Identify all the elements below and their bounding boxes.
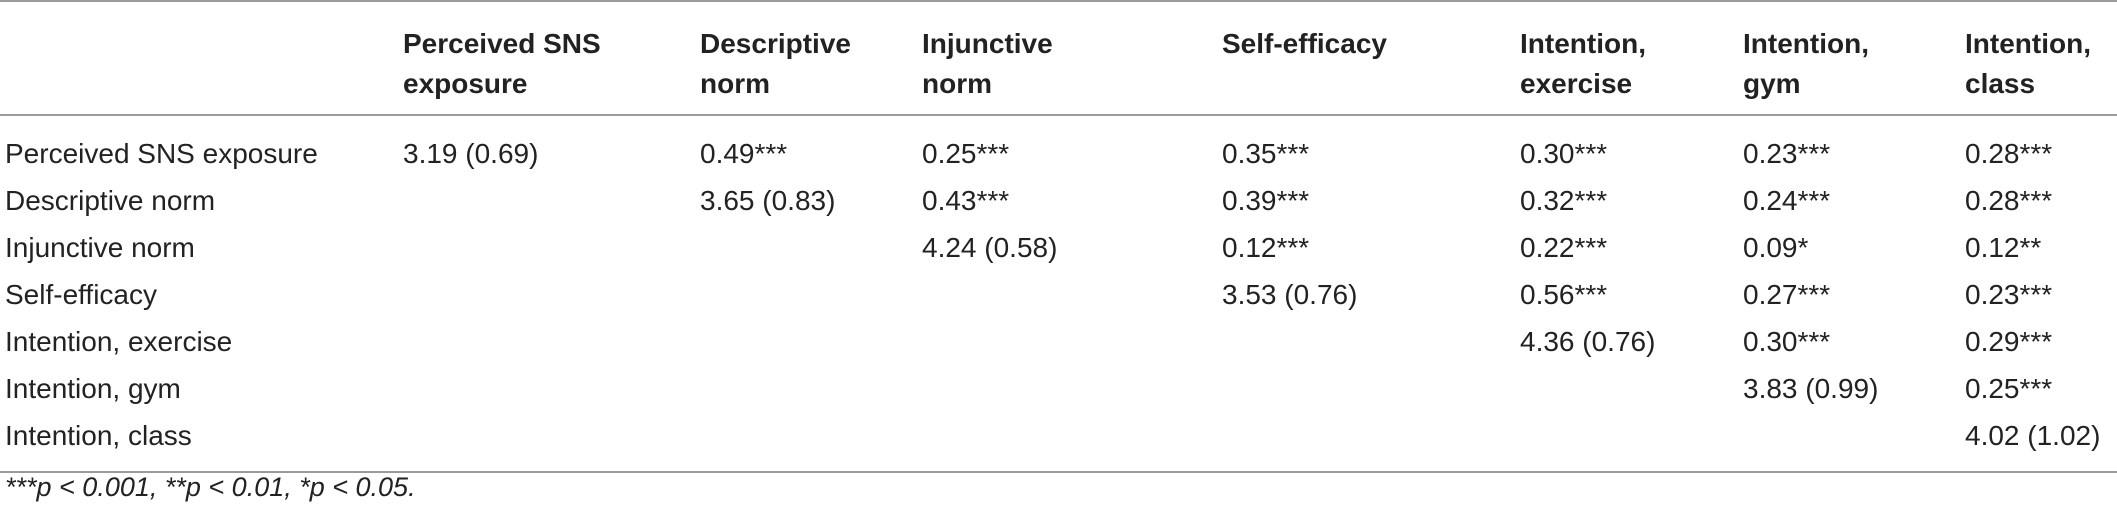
header-line: Intention, bbox=[1520, 28, 1646, 59]
row-label: Self-efficacy bbox=[5, 279, 157, 310]
table-cell: 0.30*** bbox=[1520, 138, 1608, 169]
table-row: Descriptive norm 3.65 (0.83) 0.43*** 0.3… bbox=[0, 177, 2117, 224]
table-cell bbox=[1520, 412, 1743, 473]
header-line: exposure bbox=[403, 68, 528, 99]
table-cell: 3.53 (0.76) bbox=[1222, 279, 1358, 310]
table-cell bbox=[922, 271, 1222, 318]
row-label: Intention, exercise bbox=[5, 326, 233, 357]
table-cell bbox=[700, 271, 922, 318]
header-line: Perceived SNS bbox=[403, 28, 601, 59]
table-cell: 0.35*** bbox=[1222, 138, 1310, 169]
row-label: Descriptive norm bbox=[5, 185, 216, 216]
table-cell: 4.36 (0.76) bbox=[1520, 326, 1656, 357]
table-cell bbox=[1222, 412, 1520, 473]
header-line: Descriptive bbox=[700, 28, 851, 59]
table-cell: 0.25*** bbox=[1965, 373, 2053, 404]
header-line: Intention, bbox=[1743, 28, 1869, 59]
header-cell-descriptive-norm: Descriptive norm bbox=[700, 0, 922, 116]
table-cell: 0.28*** bbox=[1965, 185, 2053, 216]
table-row: Intention, gym 3.83 (0.99) 0.25*** bbox=[0, 365, 2117, 412]
table-cell: 0.12*** bbox=[1222, 232, 1310, 263]
table-cell: 4.02 (1.02) bbox=[1965, 412, 2117, 473]
header-cell-intention-gym: Intention, gym bbox=[1743, 0, 1965, 116]
header-cell-intention-exercise: Intention, exercise bbox=[1520, 0, 1743, 116]
header-cell-perceived-sns-exposure: Perceived SNS exposure bbox=[403, 0, 700, 116]
correlation-table: Perceived SNS exposure Descriptive norm In… bbox=[0, 0, 2117, 473]
table-footnote: ***p < 0.001, **p < 0.01, *p < 0.05. bbox=[5, 472, 416, 502]
table-cell: 0.43*** bbox=[922, 185, 1010, 216]
table-cell bbox=[1222, 318, 1520, 365]
table-row: Injunctive norm 4.24 (0.58) 0.12*** 0.22… bbox=[0, 224, 2117, 271]
table-cell bbox=[403, 177, 700, 224]
table-cell: 0.49*** bbox=[700, 138, 788, 169]
header-row: Perceived SNS exposure Descriptive norm In… bbox=[0, 0, 2117, 116]
header-line: norm bbox=[700, 68, 770, 99]
table-cell bbox=[1222, 365, 1520, 412]
header-line: Intention, bbox=[1965, 28, 2091, 59]
correlation-table-container: Perceived SNS exposure Descriptive norm In… bbox=[0, 0, 2117, 473]
table-cell: 3.19 (0.69) bbox=[403, 138, 539, 169]
row-label: Intention, gym bbox=[5, 373, 181, 404]
header-line: exercise bbox=[1520, 68, 1633, 99]
row-label: Intention, class bbox=[0, 412, 403, 473]
table-cell: 0.32*** bbox=[1520, 185, 1608, 216]
row-label: Perceived SNS exposure bbox=[5, 138, 318, 169]
table-row: Intention, exercise 4.36 (0.76) 0.30*** … bbox=[0, 318, 2117, 365]
table-cell bbox=[1743, 412, 1965, 473]
table-cell bbox=[922, 318, 1222, 365]
table-cell: 0.29*** bbox=[1965, 326, 2053, 357]
header-line: class bbox=[1965, 68, 2036, 99]
table-row: Intention, class 4.02 (1.02) bbox=[0, 412, 2117, 473]
header-line: Injunctive bbox=[922, 28, 1053, 59]
table-cell: 0.25*** bbox=[922, 138, 1010, 169]
table-cell bbox=[403, 224, 700, 271]
table-cell bbox=[922, 412, 1222, 473]
table-cell: 3.65 (0.83) bbox=[700, 185, 836, 216]
table-cell: 0.22*** bbox=[1520, 232, 1608, 263]
header-line: Self-efficacy bbox=[1222, 28, 1387, 59]
table-row: Perceived SNS exposure 3.19 (0.69) 0.49*… bbox=[0, 115, 2117, 177]
table-cell: 0.12** bbox=[1965, 232, 2042, 263]
table-cell bbox=[700, 365, 922, 412]
header-cell-injunctive-norm: Injunctive norm bbox=[922, 0, 1222, 116]
header-cell-blank bbox=[0, 0, 403, 116]
table-cell bbox=[403, 412, 700, 473]
row-label: Injunctive norm bbox=[5, 232, 195, 263]
table-cell bbox=[403, 271, 700, 318]
table-cell: 0.39*** bbox=[1222, 185, 1310, 216]
table-cell: 0.28*** bbox=[1965, 138, 2053, 169]
table-cell bbox=[700, 318, 922, 365]
header-cell-self-efficacy: Self-efficacy bbox=[1222, 0, 1520, 116]
table-cell bbox=[403, 365, 700, 412]
table-cell: 0.56*** bbox=[1520, 279, 1608, 310]
table-cell: 0.30*** bbox=[1743, 326, 1831, 357]
table-cell bbox=[1520, 365, 1743, 412]
table-cell bbox=[700, 412, 922, 473]
header-line: norm bbox=[922, 68, 992, 99]
table-cell bbox=[700, 224, 922, 271]
table-cell: 0.23*** bbox=[1965, 279, 2053, 310]
table-cell: 0.27*** bbox=[1743, 279, 1831, 310]
table-cell: 3.83 (0.99) bbox=[1743, 373, 1879, 404]
header-line: gym bbox=[1743, 68, 1801, 99]
table-cell bbox=[922, 365, 1222, 412]
header-cell-intention-class: Intention, class bbox=[1965, 0, 2117, 116]
table-cell bbox=[403, 318, 700, 365]
table-cell: 0.24*** bbox=[1743, 185, 1831, 216]
table-cell: 0.23*** bbox=[1743, 138, 1831, 169]
table-row: Self-efficacy 3.53 (0.76) 0.56*** 0.27**… bbox=[0, 271, 2117, 318]
table-cell: 4.24 (0.58) bbox=[922, 232, 1058, 263]
table-cell: 0.09* bbox=[1743, 232, 1809, 263]
